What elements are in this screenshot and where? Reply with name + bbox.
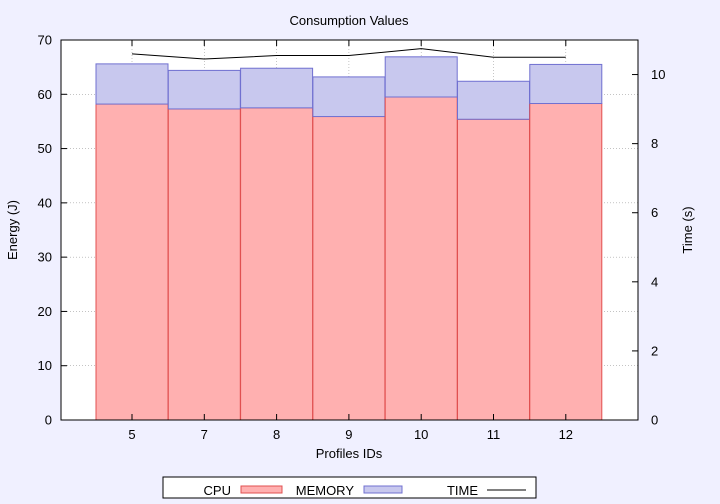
series-line-time	[131, 48, 566, 60]
bar-cpu	[384, 96, 458, 421]
y2-tick-label: 2	[651, 343, 658, 358]
bar-memory	[167, 69, 241, 110]
x-tick-label: 7	[201, 427, 208, 442]
y-axis-title: Energy (J)	[5, 200, 20, 260]
y-tick-label: 20	[38, 304, 52, 319]
bar-cpu	[529, 103, 603, 421]
bar-cpu	[457, 118, 530, 421]
legend-swatch-cpu	[240, 485, 283, 494]
bar-layer	[95, 56, 603, 421]
x-tick-label: 9	[345, 427, 352, 442]
legend-label-cpu: CPU	[204, 483, 231, 498]
x-axis-title: Profiles IDs	[316, 446, 383, 461]
line-layer	[131, 48, 566, 60]
y-tick-label: 10	[38, 358, 52, 373]
bar-memory	[457, 80, 530, 120]
legend-swatch-memory	[363, 485, 403, 494]
y-tick-label: 30	[38, 250, 52, 265]
legend-label-memory: MEMORY	[296, 483, 355, 498]
y-tick-label: 0	[45, 413, 52, 428]
bar-cpu	[312, 116, 386, 421]
x-tick-label: 12	[559, 427, 573, 442]
y-tick-label: 50	[38, 141, 52, 156]
bar-cpu	[95, 103, 169, 421]
bar-memory	[312, 76, 386, 118]
y2-tick-label: 8	[651, 136, 658, 151]
x-tick-label: 5	[128, 427, 135, 442]
y2-axis-title: Time (s)	[680, 206, 695, 253]
axis-layer: 0 10 20 30 40 50 60 70 0 2 4 6 8 10 5 7 8 9 10 11 12	[38, 33, 666, 443]
bar-cpu	[240, 107, 314, 421]
bar-cpu	[167, 108, 241, 421]
bar-memory	[384, 56, 458, 98]
bar-memory	[529, 63, 603, 105]
chart-title: Consumption Values	[290, 13, 409, 28]
legend: CPU MEMORY TIME	[162, 476, 537, 499]
y-tick-label: 40	[38, 195, 52, 210]
y-tick-label: 70	[38, 33, 52, 48]
plot-frame	[60, 39, 639, 421]
x-tick-label: 8	[273, 427, 280, 442]
y2-tick-label: 4	[651, 274, 658, 289]
y-tick-label: 60	[38, 87, 52, 102]
bar-memory	[95, 63, 169, 105]
legend-label-time: TIME	[447, 483, 478, 498]
x-tick-label: 11	[487, 427, 501, 442]
y2-tick-label: 6	[651, 205, 658, 220]
x-tick-label: 10	[414, 427, 428, 442]
y2-tick-label: 10	[651, 67, 665, 82]
bar-memory	[240, 67, 314, 109]
y2-tick-label: 0	[651, 413, 658, 428]
